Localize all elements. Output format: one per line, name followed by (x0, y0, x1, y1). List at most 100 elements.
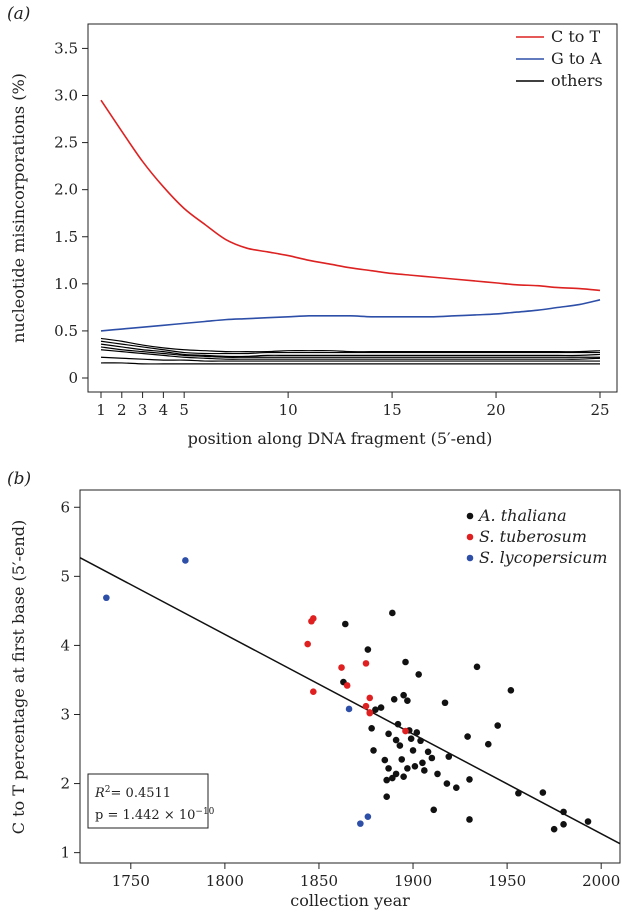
a-thaliana-point (368, 725, 375, 732)
a-thaliana-point (402, 658, 409, 666)
a-thaliana-point (400, 691, 407, 699)
a-thaliana-point (400, 773, 407, 780)
a-thaliana-point (560, 808, 567, 816)
a-thaliana-point (584, 818, 592, 825)
a-thaliana-point (383, 776, 390, 784)
panel-b-label: (b) (7, 469, 31, 489)
a-thaliana-point (441, 699, 449, 707)
a-thaliana-point (453, 784, 460, 792)
y-tick-label: 2 (60, 775, 70, 793)
y-tick-label: 1 (60, 844, 70, 862)
x-tick-label: 1800 (206, 872, 244, 890)
legend-marker (466, 554, 474, 562)
x-tick-label: 1 (96, 401, 106, 419)
x-tick-label: 1850 (300, 872, 338, 890)
a-thaliana-point (484, 740, 492, 748)
x-tick-label: 1950 (488, 872, 526, 890)
others-line (100, 356, 600, 362)
c-to-t-line (100, 99, 601, 292)
x-tick-label: 1900 (394, 872, 432, 890)
a-thaliana-point (473, 663, 481, 671)
panel-a-x-axis: 1 2 3 4 5 10 15 20 25 (96, 392, 610, 419)
s-tuberosum-point (343, 682, 351, 689)
panel-b-x-axis-title: collection year (290, 891, 410, 910)
a-thaliana-point (466, 776, 473, 783)
p-value-exponent: −10 (195, 807, 214, 817)
others-line (100, 362, 600, 365)
x-tick-label: 2 (117, 401, 127, 419)
s-tuberosum-point (338, 664, 345, 671)
a-thaliana-point (515, 789, 522, 797)
a-thaliana-point (390, 695, 398, 703)
a-thaliana-point (428, 754, 436, 762)
y-tick-label: 2.0 (54, 181, 78, 199)
p-value-value: p = 1.442 × 10 (95, 808, 195, 823)
a-thaliana-point (550, 825, 558, 833)
r-squared-text: R2= 0.4511 (94, 785, 171, 801)
a-thaliana-point (364, 646, 372, 653)
a-thaliana-point (494, 722, 502, 729)
panel-b-y-axis: 1 2 3 4 5 6 (60, 498, 80, 862)
x-tick-label: 1750 (112, 872, 150, 890)
legend-label: others (551, 71, 603, 90)
y-tick-label: 3.5 (54, 39, 78, 57)
panel-a: (a) 0 0.5 1.0 1.5 2.0 2.5 3.0 3.5 1 2 3 4 5 10 15 20 25… (7, 4, 618, 448)
others-line (100, 349, 601, 360)
panel-a-x-axis-title: position along DNA fragment (5′-end) (188, 429, 493, 448)
y-tick-label: 1.5 (54, 228, 78, 246)
a-thaliana-point (424, 748, 432, 756)
legend-label: S. tuberosum (479, 527, 587, 546)
a-thaliana-point (372, 706, 379, 713)
a-thaliana-point (404, 697, 411, 704)
r-squared-value: = 0.4511 (111, 786, 172, 801)
panel-b: (b) 1 2 3 4 5 6 1750 1800 1850 1900 1950 2000 A. t… (7, 469, 621, 910)
y-tick-label: 5 (60, 567, 70, 585)
a-thaliana-point (396, 742, 404, 749)
others-line (100, 346, 600, 358)
x-tick-label: 4 (159, 401, 169, 419)
legend-marker (466, 533, 474, 541)
y-tick-label: 6 (60, 498, 70, 516)
a-thaliana-point (430, 806, 438, 814)
s-lycopersicum-point (345, 705, 353, 713)
a-thaliana-point (392, 736, 400, 744)
a-thaliana-point (419, 759, 426, 767)
a-thaliana-point (443, 780, 451, 787)
s-tuberosum-point (310, 688, 317, 695)
a-thaliana-point (560, 821, 567, 828)
others-line (100, 340, 600, 355)
y-tick-label: 3 (60, 705, 70, 723)
p-value-text: p = 1.442 × 10−10 (95, 807, 215, 823)
s-tuberosum-point (362, 660, 370, 667)
a-thaliana-point (341, 620, 349, 628)
s-tuberosum-point (310, 615, 317, 622)
a-thaliana-point (389, 774, 396, 782)
x-tick-label: 15 (383, 401, 402, 419)
s-lycopersicum-point (364, 813, 372, 821)
panel-b-y-axis-title: C to T percentage at first base (5′-end) (9, 520, 28, 834)
x-tick-label: 2000 (582, 872, 620, 890)
a-thaliana-point (377, 704, 385, 711)
s-lycopersicum-point (182, 557, 189, 564)
panel-b-plot (79, 557, 621, 845)
panel-b-legend: A. thaliana S. tuberosum S. lycopersicum (466, 506, 607, 567)
a-thaliana-point (413, 729, 421, 736)
a-thaliana-point (415, 671, 422, 678)
a-thaliana-point (464, 733, 471, 740)
a-thaliana-point (411, 762, 419, 770)
a-thaliana-point (394, 720, 402, 728)
a-thaliana-point (404, 765, 411, 772)
a-thaliana-point (385, 730, 392, 738)
g-to-a-line (100, 299, 601, 332)
legend-label: A. thaliana (477, 506, 567, 525)
panel-b-plot-frame (79, 489, 621, 864)
panel-b-x-axis: 1750 1800 1850 1900 1950 2000 (112, 863, 620, 890)
panel-a-y-axis: 0 0.5 1.0 1.5 2.0 2.5 3.0 3.5 (54, 39, 88, 387)
a-thaliana-point (445, 753, 453, 760)
legend-label: G to A (551, 49, 602, 68)
legend-marker (466, 512, 474, 520)
a-thaliana-point (466, 816, 473, 823)
y-tick-label: 0 (68, 369, 78, 387)
a-thaliana-point (409, 747, 417, 754)
a-thaliana-point (389, 609, 396, 617)
